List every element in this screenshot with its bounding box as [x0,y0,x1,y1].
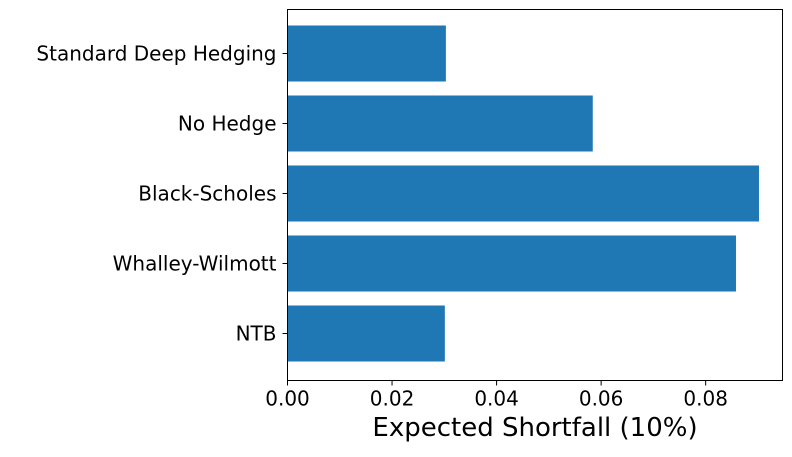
x-tick-label-3: 0.06 [579,387,624,411]
bar-no-hedge [287,95,593,152]
x-tick-label-1: 0.02 [370,387,415,411]
x-axis-ticks: 0.00 0.02 0.04 0.06 0.08 [265,380,728,411]
bar-black-scholes [287,165,759,222]
y-tick-label-whalley-wilmott: Whalley-Wilmott [113,252,277,276]
y-tick-label-ntb: NTB [236,322,277,346]
bar-standard-deep-hedging [287,25,446,82]
x-tick-label-2: 0.04 [474,387,519,411]
x-tick-label-4: 0.08 [683,387,728,411]
y-axis-ticks: Standard Deep Hedging No Hedge Black-Schol… [36,42,288,346]
bars [287,25,759,362]
x-axis-label: Expected Shortfall (10%) [372,413,697,443]
bar-whalley-wilmott [287,235,736,292]
bar-ntb [287,305,445,362]
plot-frame [287,9,783,381]
y-tick-label-standard-deep-hedging: Standard Deep Hedging [36,42,276,66]
x-tick-label-0: 0.00 [265,387,310,411]
y-tick-label-no-hedge: No Hedge [178,112,277,136]
y-tick-label-black-scholes: Black-Scholes [138,182,276,206]
